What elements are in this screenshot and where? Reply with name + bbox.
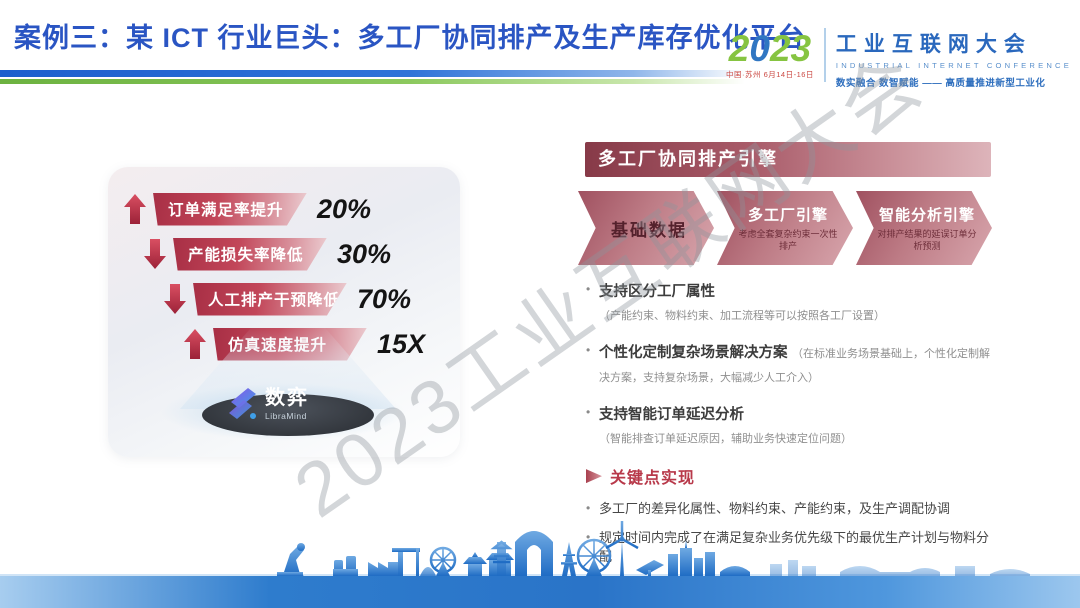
stage-desc: 对排产结果的延误订单分析预测 bbox=[877, 228, 977, 251]
vendor-name: 数弈 bbox=[265, 386, 309, 409]
stage-intelligent-analysis-engine: 智能分析引擎 对排产结果的延误订单分析预测 bbox=[856, 191, 992, 265]
metric-label: 订单满足率提升 bbox=[153, 192, 307, 226]
logo-divider bbox=[823, 28, 826, 82]
year-digit: 3 bbox=[790, 28, 812, 69]
feature-lead: 支持智能订单延迟分析 bbox=[599, 406, 744, 423]
stage-title: 多工厂引擎 bbox=[747, 206, 828, 224]
metrics-card: 订单满足率提升 20% 产能损失率降低 30% 人工排产干预降低 70% 仿真速… bbox=[108, 167, 460, 457]
feature-lead: 支持区分工厂属性 bbox=[599, 284, 715, 300]
engine-stages: 基础数据 多工厂引擎 考虑全套复杂约束一次性排产 智能分析引擎 对排产结果的延误… bbox=[578, 191, 992, 265]
conference-name: 工业互联网大会 bbox=[835, 33, 1032, 56]
keypoints-title: 关键点实现 bbox=[610, 470, 696, 488]
conference-year: 2023 bbox=[726, 30, 814, 67]
metric-row: 产能损失率降低 30% bbox=[144, 236, 391, 272]
year-digit: 2 bbox=[769, 28, 791, 69]
down-arrow-icon bbox=[144, 239, 166, 269]
year-digit: 2 bbox=[728, 28, 750, 69]
vendor-name-block: 数弈 LibraMind bbox=[265, 388, 309, 421]
up-arrow-icon bbox=[124, 194, 146, 224]
title-divider-green bbox=[0, 79, 745, 84]
feature-detail: （智能排查订单延迟原因，辅助业务快速定位问题） bbox=[599, 432, 852, 445]
keypoints-header: 关键点实现 bbox=[586, 464, 1000, 488]
year-digit: 0 bbox=[749, 28, 770, 69]
feature-item: 支持智能订单延迟分析 （智能排查订单延迟原因，辅助业务快速定位问题） bbox=[586, 403, 1000, 449]
metric-value: 70% bbox=[357, 283, 412, 314]
up-arrow-icon bbox=[184, 329, 206, 359]
libramind-logo-icon bbox=[229, 388, 256, 419]
vendor-subname: LibraMind bbox=[265, 410, 307, 421]
engine-header-banner: 多工厂协同排产引擎 bbox=[585, 142, 991, 177]
metric-value: 15X bbox=[377, 328, 426, 359]
conference-name-en: INDUSTRIAL INTERNET CONFERENCE bbox=[835, 61, 1072, 70]
triangle-right-icon bbox=[586, 469, 602, 484]
metric-value: 30% bbox=[337, 238, 392, 269]
feature-list: 支持区分工厂属性 （产能约束、物料约束、加工流程等可以按照各工厂设置） 个性化定… bbox=[586, 280, 1000, 577]
feature-item: 支持区分工厂属性 （产能约束、物料约束、加工流程等可以按照各工厂设置） bbox=[586, 280, 1000, 326]
down-arrow-icon bbox=[164, 284, 186, 314]
conference-name-block: 工业互联网大会 INDUSTRIAL INTERNET CONFERENCE 数… bbox=[836, 26, 1072, 89]
stage-multi-factory-engine: 多工厂引擎 考虑全套复杂约束一次性排产 bbox=[717, 191, 853, 265]
metric-label: 产能损失率降低 bbox=[173, 237, 327, 271]
feature-item: 个性化定制复杂场景解决方案 （在标准业务场景基础上，个性化定制解决方案，支持复杂… bbox=[586, 341, 1000, 387]
keypoint-item: 多工厂的差异化属性、物料约束、产能约束，及生产调配协调 bbox=[586, 500, 1000, 518]
title-divider-blue bbox=[0, 70, 745, 77]
city-skyline-graphic bbox=[0, 521, 1080, 608]
conference-year-block: 2023 中国·苏州 6月14日-16日 bbox=[726, 26, 814, 80]
stage-title: 智能分析引擎 bbox=[878, 206, 975, 224]
page-title: 案例三：某 ICT 行业巨头：多工厂协同排产及生产库存优化平台 bbox=[14, 23, 806, 53]
metric-value: 20% bbox=[317, 193, 372, 224]
vendor-logo: 数弈 LibraMind bbox=[226, 385, 309, 423]
feature-detail: （在标准业务场景基础上，个性化定制解决方案，支持复杂场景，大幅减少人工介入） bbox=[599, 348, 990, 384]
metric-label: 人工排产干预降低 bbox=[193, 282, 347, 316]
feature-detail: （产能约束、物料约束、加工流程等可以按照各工厂设置） bbox=[599, 310, 885, 323]
feature-lead: 个性化定制复杂场景解决方案 bbox=[599, 345, 788, 362]
stage-title: 基础数据 bbox=[611, 220, 687, 240]
stage-basic-data: 基础数据 bbox=[578, 191, 714, 265]
conference-logo: 2023 中国·苏州 6月14日-16日 工业互联网大会 INDUSTRIAL … bbox=[726, 26, 1072, 89]
platform-ellipse bbox=[202, 394, 374, 436]
stage-desc: 考虑全套复杂约束一次性排产 bbox=[738, 228, 838, 251]
metric-row: 订单满足率提升 20% bbox=[124, 191, 371, 227]
conference-venue: 中国·苏州 6月14日-16日 bbox=[725, 70, 814, 80]
metric-row: 人工排产干预降低 70% bbox=[164, 281, 411, 317]
conference-slogan: 数实融合 数智赋能 —— 高质量推进新型工业化 bbox=[835, 78, 1046, 89]
